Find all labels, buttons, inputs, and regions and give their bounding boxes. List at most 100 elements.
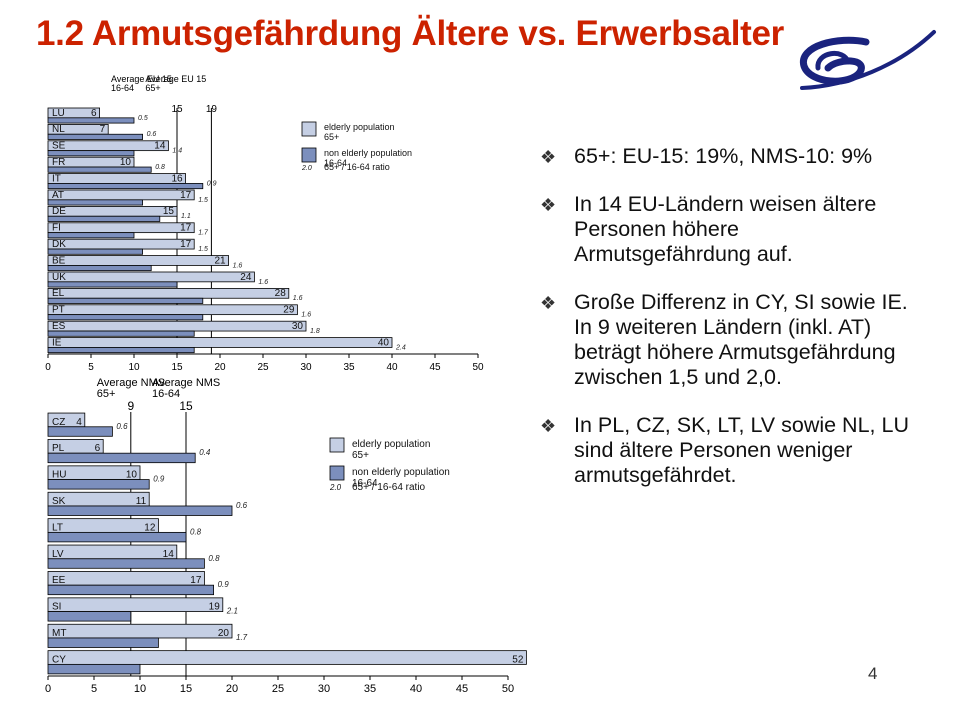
category-label: UK [52,272,66,283]
ratio-label: 1.7 [236,633,248,642]
x-tick-label: 15 [171,362,183,373]
data-label: 10 [126,470,138,481]
category-label: SI [52,602,61,613]
legend-ratio-sample: 2.0 [329,483,342,492]
bar-elderly [47,597,224,612]
category-label: PL [52,443,65,454]
bar-non-elderly [47,314,204,321]
x-tick-label: 20 [226,683,238,695]
bar-non-elderly [47,248,143,255]
data-label: 4 [76,417,82,428]
category-label: AT [52,190,64,201]
x-tick-label: 50 [472,362,484,373]
bar-non-elderly [47,297,204,304]
reference-label: Average EU 15 [145,74,206,84]
bullet-list: ❖ 65+: EU-15: 19%, NMS-10: 9% ❖ In 14 EU-L… [540,144,920,511]
bullet-text: In PL, CZ, SK, LT, LV sowie NL, LU sind … [574,413,909,487]
bullet-text: 65+: EU-15: 19%, NMS-10: 9% [574,144,873,168]
legend-label: non elderly population [324,148,412,158]
bar-non-elderly [47,584,215,596]
data-label: 20 [218,628,230,639]
data-label: 52 [512,654,524,665]
bar-elderly [47,271,255,283]
bar-elderly [47,650,527,665]
category-label: PT [52,305,65,316]
data-label: 16 [171,173,183,184]
reference-value-label: 19 [206,104,218,115]
ratio-label: 1.4 [172,148,182,155]
legend-label: non elderly population [352,467,450,478]
x-tick-label: 35 [343,362,355,373]
data-label: 17 [180,239,192,250]
x-tick-label: 45 [429,362,441,373]
logo-icon [800,30,936,90]
bar-elderly [47,571,205,586]
ratio-label: 1.5 [198,246,208,253]
bar-non-elderly [47,199,143,206]
ratio-label: 2.1 [226,607,238,616]
reference-label: Average NMS [152,377,220,389]
category-label: SE [52,141,66,152]
ratio-label: 0.6 [236,501,248,510]
legend-label: 65+ / 16-64 ratio [352,482,426,493]
x-tick-label: 20 [214,362,226,373]
bar-elderly [47,337,393,348]
legend-swatch-non-elderly [329,465,345,481]
category-label: HU [52,470,66,481]
bar-non-elderly [47,117,135,124]
legend-label: 16-64 [324,158,347,168]
data-label: 17 [180,190,192,201]
bar-non-elderly [47,479,150,490]
x-tick-label: 40 [410,683,422,695]
ratio-label: 0.5 [138,115,148,122]
x-tick-label: 10 [128,362,140,373]
reference-value-label: 15 [171,104,183,115]
legend-label: elderly population [324,122,395,132]
x-tick-label: 50 [502,683,514,695]
data-label: 12 [144,522,156,533]
bar-non-elderly [47,166,152,173]
ratio-label: 0.8 [190,527,202,536]
reference-value-label: 9 [127,399,134,413]
bar-elderly [47,140,169,152]
bar-non-elderly [47,531,187,543]
x-tick-label: 5 [88,362,94,373]
category-label: FI [52,223,61,234]
legend-swatch-elderly [329,437,345,453]
category-label: DE [52,206,66,217]
x-tick-label: 45 [456,683,468,695]
bar-elderly [47,173,187,184]
reference-label: Average EU 15 [111,74,172,84]
bar-elderly [47,287,290,299]
bullet-item: ❖ In PL, CZ, SK, LT, LV sowie NL, LU sind… [540,413,920,488]
ratio-label: 0.9 [218,580,230,589]
x-tick-label: 30 [318,683,330,695]
reference-value-label: 15 [179,399,193,413]
bar-non-elderly [47,133,143,140]
x-tick-label: 10 [134,683,146,695]
ratio-label: 0.9 [153,475,165,484]
x-tick-label: 5 [91,683,97,695]
ratio-label: 0.9 [207,180,217,187]
x-tick-label: 40 [386,362,398,373]
legend-swatch-elderly [301,121,317,137]
data-label: 14 [163,549,175,560]
category-label: MT [52,628,66,639]
bar-non-elderly [47,611,132,622]
category-label: SK [52,496,66,507]
bar-non-elderly [47,558,205,569]
bullet-item: ❖ Große Differenz in CY, SI sowie IE. In … [540,290,920,390]
ratio-label: 0.8 [155,164,165,171]
bar-non-elderly [47,281,178,288]
bullet-item: ❖ In 14 EU-Ländern weisen ältere Personen… [540,192,920,267]
x-tick-label: 35 [364,683,376,695]
category-label: ES [52,321,66,332]
data-label: 29 [283,305,295,316]
bar-elderly [47,304,298,316]
x-tick-label: 0 [45,362,51,373]
data-label: 15 [163,206,175,217]
ratio-label: 1.1 [181,213,191,220]
diamond-bullet-icon: ❖ [540,195,557,215]
